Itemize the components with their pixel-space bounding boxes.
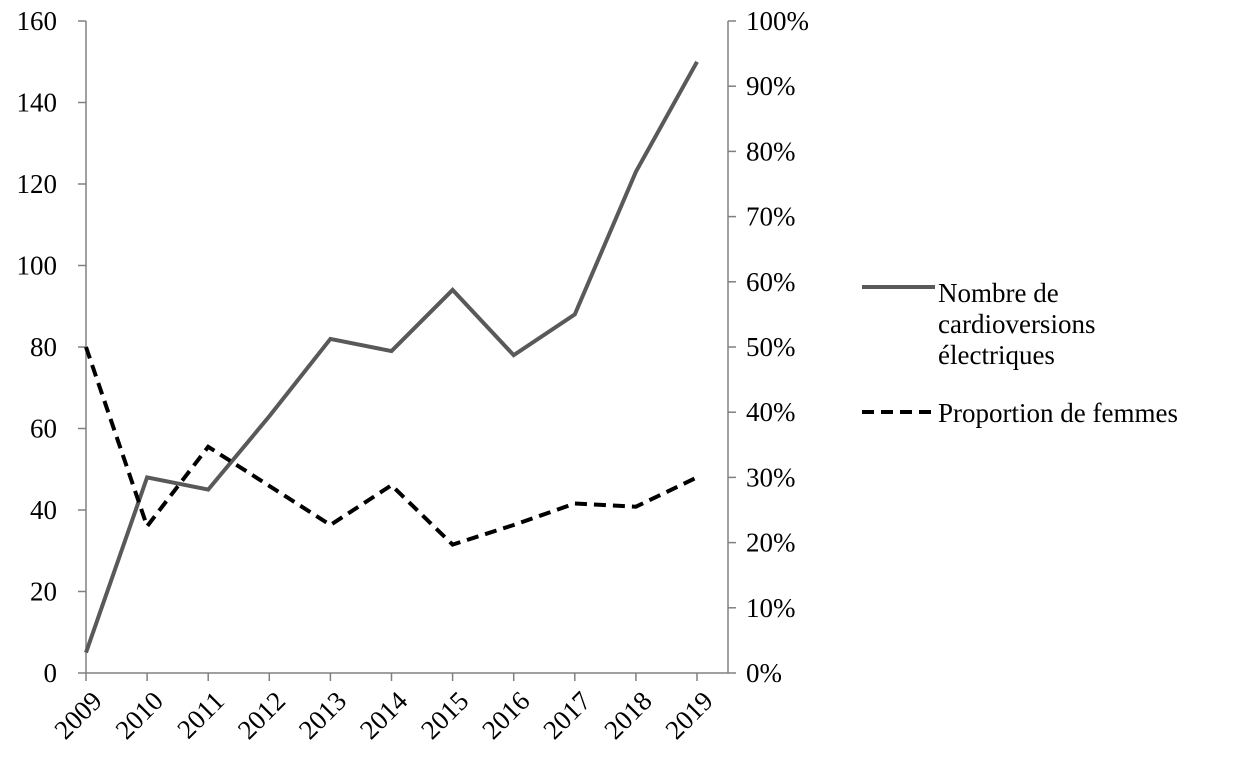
x-tick-label: 2012 xyxy=(232,686,291,745)
right-y-tick-label: 0% xyxy=(746,658,782,688)
right-y-tick-label: 50% xyxy=(746,332,796,362)
left-y-tick-label: 80 xyxy=(30,332,57,362)
right-y-tick-label: 100% xyxy=(746,6,809,36)
x-tick-label: 2010 xyxy=(110,686,169,745)
left-y-tick-label: 40 xyxy=(30,495,57,525)
left-y-tick-label: 160 xyxy=(17,6,58,36)
x-tick-label: 2019 xyxy=(659,686,718,745)
left-y-tick-label: 20 xyxy=(30,577,57,607)
legend-label: électriques xyxy=(938,340,1055,370)
x-tick-label: 2013 xyxy=(293,686,352,745)
legend-label: Proportion de femmes xyxy=(938,398,1178,428)
right-y-tick-label: 10% xyxy=(746,593,796,623)
proportion-femmes-line xyxy=(84,346,698,547)
series-layer xyxy=(84,60,699,654)
right-y-tick-label: 40% xyxy=(746,397,796,427)
right-y-tick-label: 60% xyxy=(746,267,796,297)
cardioversions-line xyxy=(84,60,699,654)
left-y-tick-label: 100 xyxy=(17,251,58,281)
left-y-axis-ticks: 0 20 40 60 80 100 120 140 160 xyxy=(17,6,86,688)
x-tick-label: 2016 xyxy=(476,686,535,745)
x-axis-ticks: 2009 2010 2011 2012 2013 2014 2015 2016 2017 2018… xyxy=(48,673,719,745)
legend-label: Nombre de xyxy=(938,278,1059,308)
right-y-tick-label: 30% xyxy=(746,462,796,492)
left-y-tick-label: 0 xyxy=(44,658,58,688)
right-y-tick-label: 90% xyxy=(746,71,796,101)
left-y-tick-label: 60 xyxy=(30,414,57,444)
plot-area: 0 20 40 60 80 100 120 140 160 0% 10% 20% 30% 40% 50% 6… xyxy=(17,6,810,745)
x-tick-label: 2018 xyxy=(598,686,657,745)
x-tick-label: 2014 xyxy=(354,685,414,745)
right-y-axis-ticks: 0% 10% 20% 30% 40% 50% 60% 70% 80% 90% 100% xyxy=(728,6,809,688)
left-y-tick-label: 140 xyxy=(17,88,58,118)
right-y-tick-label: 20% xyxy=(746,528,796,558)
right-y-tick-label: 80% xyxy=(746,136,796,166)
x-tick-label: 2015 xyxy=(415,686,474,745)
right-y-tick-label: 70% xyxy=(746,202,796,232)
legend-label: cardioversions xyxy=(938,309,1095,339)
x-tick-label: 2017 xyxy=(537,686,596,745)
x-tick-label: 2009 xyxy=(48,686,107,745)
x-tick-label: 2011 xyxy=(171,686,230,745)
left-y-tick-label: 120 xyxy=(17,169,58,199)
